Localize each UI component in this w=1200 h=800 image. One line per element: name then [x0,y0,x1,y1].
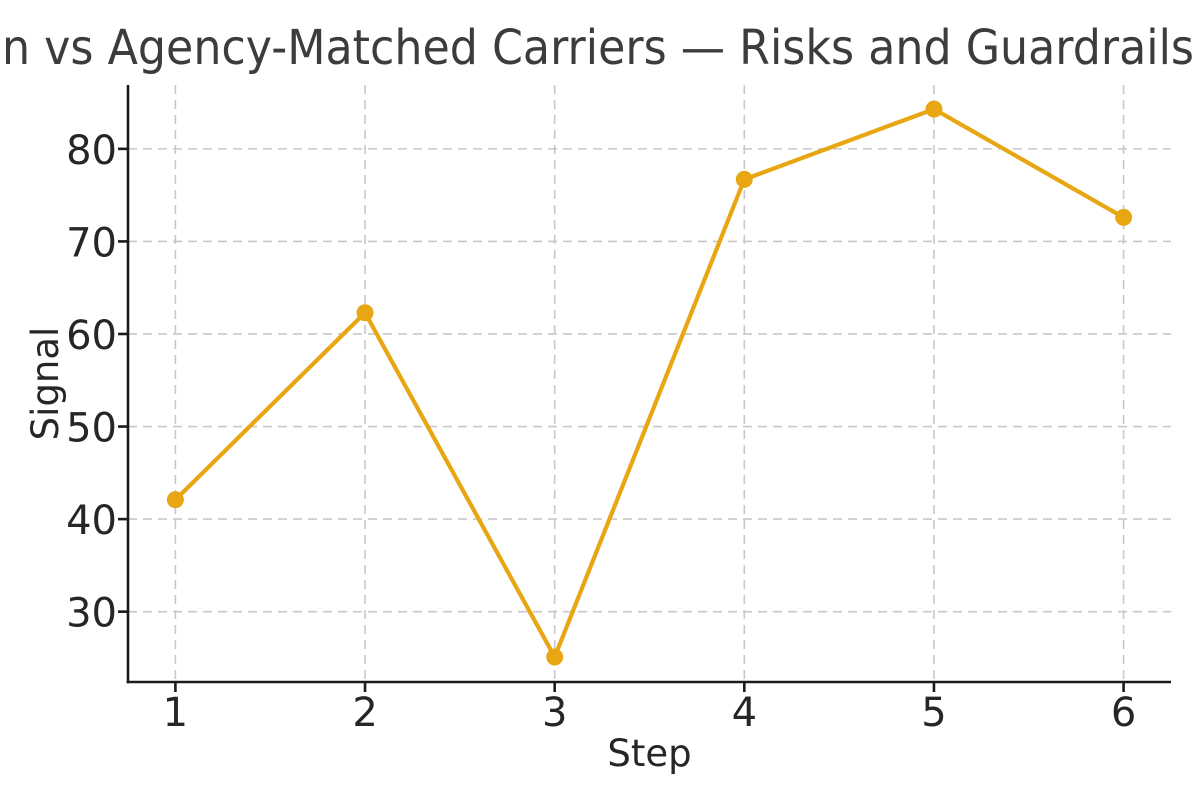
series-layer [166,100,1133,666]
series-line [173,106,1126,660]
data-point-6 [1115,208,1133,226]
x-axis-label: Step [607,732,691,775]
data-point-4 [735,170,753,188]
y-tick-label: 60 [66,313,117,359]
chart-title: n vs Agency-Matched Carriers — Risks and… [2,20,1194,76]
axes-layer: 1 2 3 4 5 6 30 40 50 60 70 80 [66,85,1171,736]
y-tick-label: 30 [66,591,117,637]
x-tick-label: 4 [732,690,757,736]
data-point-1 [166,491,184,509]
x-tick-label: 3 [542,690,567,736]
y-tick-label: 70 [66,220,117,266]
y-tick-label: 80 [66,128,117,174]
x-tick-label: 5 [921,690,946,736]
data-point-5 [925,100,943,118]
x-tick-label: 2 [352,690,377,736]
x-tick-label: 1 [163,690,188,736]
grid-layer [128,85,1171,682]
data-point-2 [356,304,374,322]
y-axis-label: Signal [24,327,67,441]
y-tick-label: 40 [66,498,117,544]
x-tick-label: 6 [1111,690,1136,736]
data-point-3 [546,648,564,666]
y-tick-label: 50 [66,406,117,452]
